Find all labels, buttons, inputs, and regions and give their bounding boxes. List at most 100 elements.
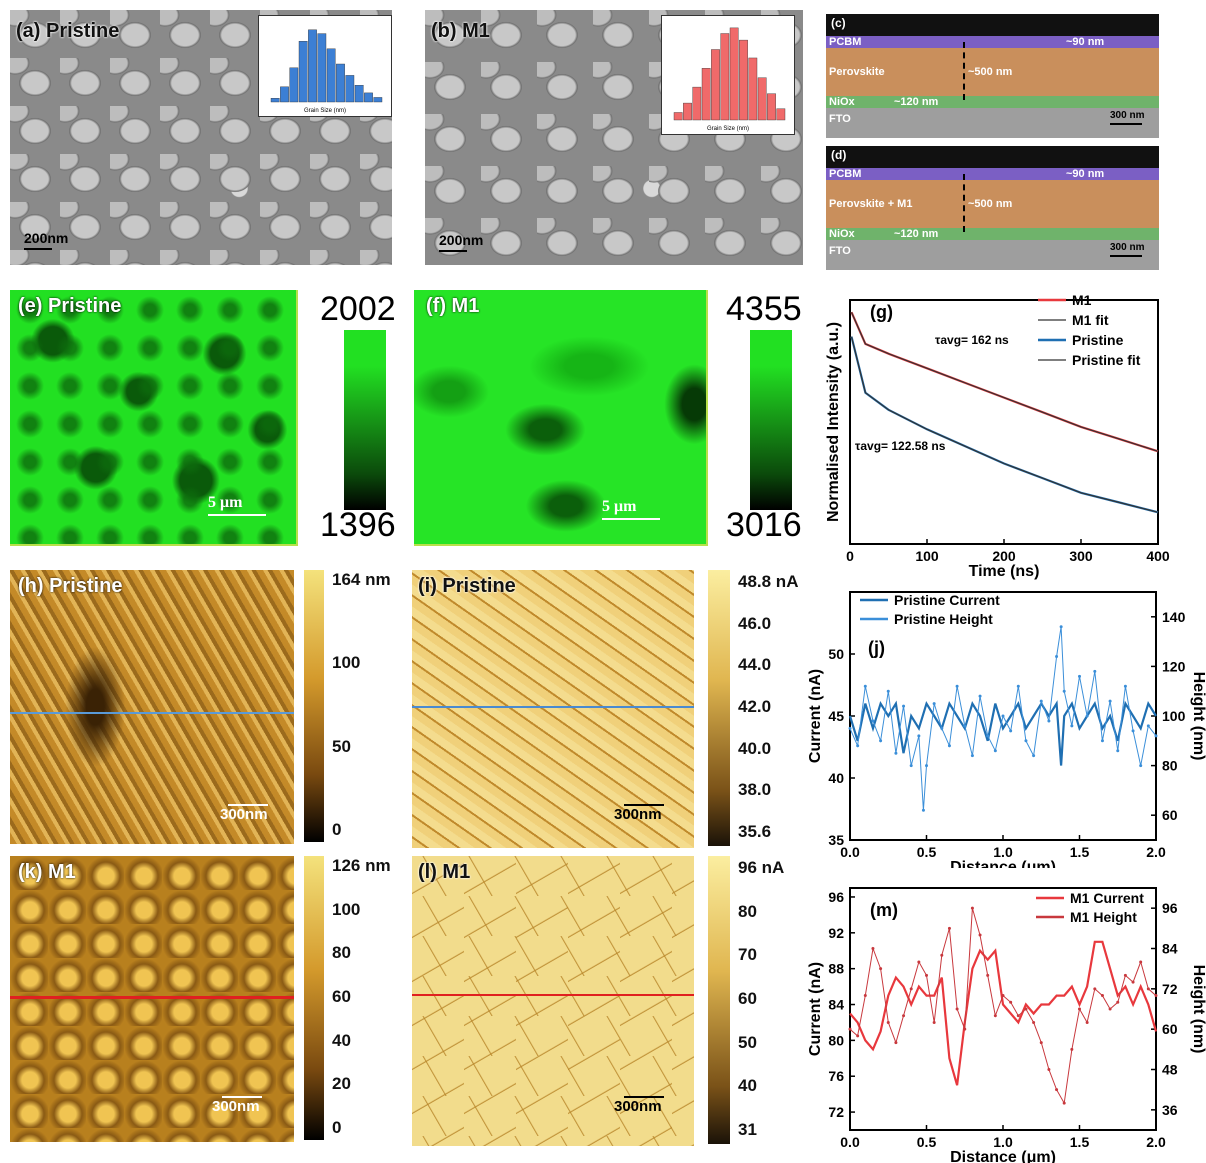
annotation-m1-tau: τavg= 162 ns bbox=[935, 333, 1009, 347]
panel-label: (j) bbox=[868, 638, 885, 658]
afm-height-pristine: (h) Pristine 300nm bbox=[10, 570, 294, 844]
x-tick-label: 1.5 bbox=[1070, 844, 1090, 860]
panel-a-scale-text: 200nm bbox=[24, 230, 69, 246]
x-tick-label: 1.0 bbox=[993, 1134, 1013, 1150]
x-tick-label: 0.0 bbox=[840, 844, 860, 860]
colorbar-tick-label: 80 bbox=[738, 901, 757, 921]
colorbar-tick-label: 60 bbox=[738, 989, 757, 1008]
thickness-perovskite-d: ~500 nm bbox=[968, 198, 1013, 210]
panel-d-label: (d) bbox=[831, 148, 847, 162]
colorbar-e bbox=[344, 330, 386, 510]
y2-tick-label: 72 bbox=[1162, 981, 1178, 997]
layer-niox-d: NiOx bbox=[829, 228, 855, 240]
colorbar-f bbox=[750, 330, 792, 510]
x-axis-label: Distance (μm) bbox=[950, 859, 1056, 868]
series-point bbox=[1108, 699, 1112, 703]
series-point bbox=[1078, 1007, 1081, 1011]
panel-b-label: (b) M1 bbox=[431, 20, 490, 42]
legend-label: M1 Current bbox=[1070, 890, 1144, 906]
histogram-inset-m1: Grain Size (nm) bbox=[661, 15, 795, 135]
y-axis-label: Current (nA) bbox=[807, 669, 824, 763]
series-point bbox=[886, 689, 890, 693]
histogram-bar bbox=[308, 29, 317, 103]
y-tick-label: 92 bbox=[828, 925, 844, 941]
sem-image-m1: (b) M1 200nm Grain Size (nm) bbox=[425, 10, 803, 265]
chart-g-trpl: 0 100 200 300 400 Time (ns) Normalised Intensi… bbox=[825, 292, 1170, 580]
layer-fto-d: FTO bbox=[829, 245, 851, 257]
series-point bbox=[886, 1020, 890, 1024]
legend-label: M1 fit bbox=[1072, 312, 1109, 328]
x-tick-label: 100 bbox=[915, 548, 939, 564]
colorbar-h bbox=[304, 570, 324, 842]
panel-c-label: (c) bbox=[831, 16, 846, 30]
sem-image-pristine: (a) Pristine 200nm Grain Size (nm) bbox=[10, 10, 392, 265]
series-point bbox=[1016, 684, 1020, 688]
panel-c-scale-text: 300 nm bbox=[1110, 110, 1145, 121]
histogram-bar bbox=[364, 92, 373, 103]
y2-tick-label: 36 bbox=[1162, 1102, 1178, 1118]
panel-h-scale-text: 300nm bbox=[220, 806, 268, 823]
layer-pcbm-d: PCBM bbox=[829, 168, 862, 180]
panel-e-label: (e) Pristine bbox=[18, 295, 122, 317]
y-tick-label: 80 bbox=[828, 1032, 844, 1048]
y2-axis-label: Height (nm) bbox=[1190, 672, 1206, 761]
series-point bbox=[947, 744, 951, 748]
series-point bbox=[879, 967, 883, 971]
colorbar-tick-label: 70 bbox=[738, 945, 757, 965]
panel-c-scalebar: 300 nm bbox=[1110, 110, 1144, 125]
series-point bbox=[978, 694, 982, 698]
histogram-bar bbox=[683, 102, 692, 121]
cross-section-c: (c) PCBM Perovskite NiOx FTO ~90 nm ~500… bbox=[826, 14, 1159, 138]
series-point bbox=[917, 734, 921, 738]
panel-l-label: (l) M1 bbox=[418, 861, 471, 883]
x-tick-label: 0.0 bbox=[840, 1134, 860, 1150]
x-tick-label: 2.0 bbox=[1146, 1134, 1166, 1150]
series-point bbox=[1070, 724, 1074, 728]
colorbar-tick-label: 44.0 bbox=[738, 655, 772, 675]
thickness-niox-d: ~120 nm bbox=[894, 228, 939, 240]
histogram-bar bbox=[326, 48, 336, 103]
colorbar-tick-label: 126 nm bbox=[332, 856, 391, 875]
series-point bbox=[1100, 994, 1104, 998]
colorbar-tick-label: 50 bbox=[332, 736, 351, 756]
series-point bbox=[856, 1034, 860, 1038]
series-point bbox=[863, 684, 867, 688]
y-tick-label: 35 bbox=[828, 832, 844, 848]
series-point bbox=[1100, 739, 1104, 743]
series-point bbox=[1001, 714, 1005, 718]
y2-tick-label: 60 bbox=[1162, 1021, 1178, 1037]
series-point bbox=[978, 933, 982, 937]
thickness-niox: ~120 nm bbox=[894, 96, 939, 108]
y2-tick-label: 96 bbox=[1162, 900, 1178, 916]
colorbar-tick-label: 50 bbox=[738, 1032, 757, 1052]
histogram-bar bbox=[739, 39, 748, 121]
series-point bbox=[856, 744, 860, 748]
colorbar-f-max: 4355 bbox=[726, 290, 802, 328]
panel-f-scalebar: 5 μm bbox=[602, 498, 660, 520]
series-point bbox=[909, 987, 913, 991]
series-point bbox=[955, 1007, 959, 1011]
series-point bbox=[917, 960, 921, 964]
histogram-bar bbox=[373, 97, 383, 103]
thickness-pcbm-d: ~90 nm bbox=[1066, 168, 1105, 180]
inset-a-xlabel: Grain Size (nm) bbox=[304, 108, 346, 114]
legend-label: M1 bbox=[1072, 292, 1092, 308]
histogram-bar bbox=[354, 85, 364, 103]
y-axis-label: Current (nA) bbox=[807, 962, 824, 1056]
y2-tick-label: 140 bbox=[1162, 609, 1186, 625]
colorbar-tick-label: 0 bbox=[332, 820, 342, 839]
series-point bbox=[1131, 980, 1135, 984]
panel-k-scale-text: 300nm bbox=[212, 1098, 260, 1115]
series-point bbox=[848, 726, 852, 730]
legend-label: Pristine fit bbox=[1072, 352, 1141, 368]
x-axis-label: Time (ns) bbox=[969, 563, 1040, 580]
histogram-bar bbox=[729, 27, 739, 121]
colorbar-i bbox=[708, 570, 730, 846]
histogram-bar bbox=[289, 67, 299, 103]
histogram-bar bbox=[280, 86, 289, 103]
legend-label: Pristine bbox=[1072, 332, 1124, 348]
series-point bbox=[1085, 1020, 1089, 1024]
legend-label: Pristine Height bbox=[894, 611, 993, 627]
histogram-bar bbox=[748, 57, 758, 121]
series-point bbox=[1032, 754, 1036, 758]
